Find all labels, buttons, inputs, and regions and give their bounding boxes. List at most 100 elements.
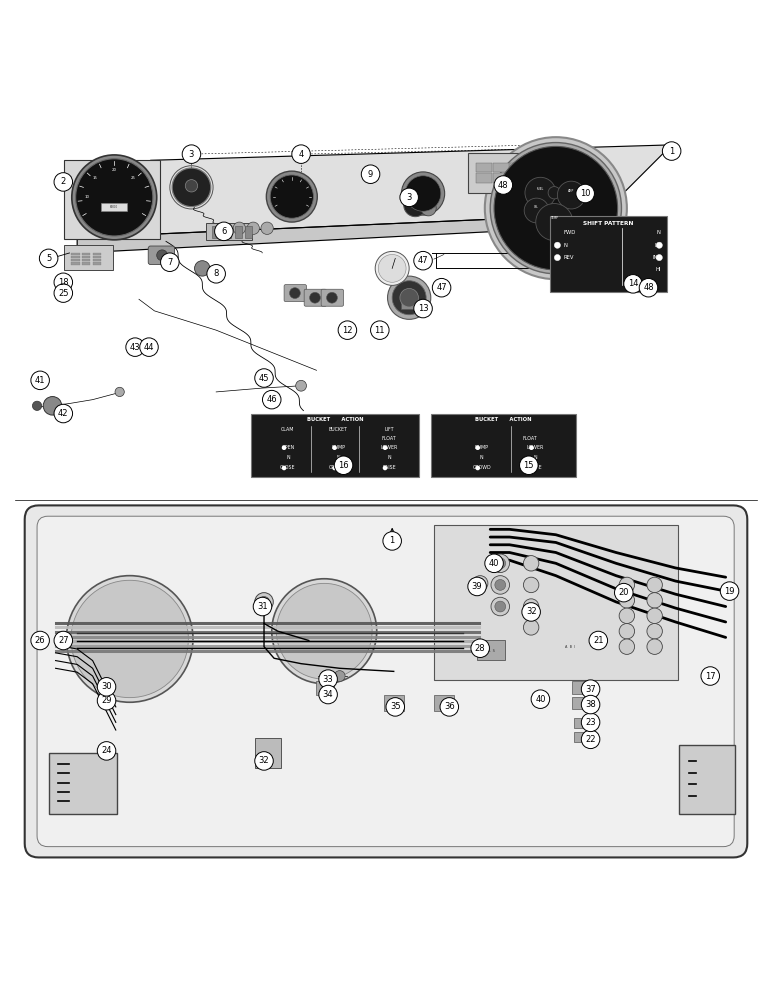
Text: 43: 43 <box>130 343 141 352</box>
Circle shape <box>319 670 337 688</box>
Circle shape <box>656 255 662 261</box>
Circle shape <box>619 624 635 639</box>
FancyBboxPatch shape <box>574 732 591 742</box>
Circle shape <box>414 299 432 318</box>
FancyBboxPatch shape <box>148 246 174 265</box>
Text: TEMP: TEMP <box>550 216 558 220</box>
Text: 10: 10 <box>85 195 90 199</box>
FancyBboxPatch shape <box>321 289 344 306</box>
Text: 20: 20 <box>618 588 629 597</box>
Circle shape <box>290 288 300 299</box>
Circle shape <box>485 137 627 279</box>
Circle shape <box>140 338 158 356</box>
Circle shape <box>54 284 73 302</box>
Text: 22: 22 <box>585 735 596 744</box>
Text: N: N <box>337 455 340 460</box>
Text: 34: 34 <box>323 690 334 699</box>
Text: 5: 5 <box>46 254 51 263</box>
Circle shape <box>185 180 198 192</box>
Circle shape <box>332 445 337 450</box>
Circle shape <box>490 143 621 274</box>
Circle shape <box>371 321 389 339</box>
Text: CLOSE: CLOSE <box>280 465 296 470</box>
Circle shape <box>476 466 480 470</box>
Text: BUCKET: BUCKET <box>329 427 348 432</box>
Circle shape <box>404 194 427 217</box>
Circle shape <box>437 281 446 290</box>
FancyBboxPatch shape <box>93 253 101 255</box>
Text: N: N <box>286 455 290 460</box>
Text: 48: 48 <box>643 283 654 292</box>
Circle shape <box>472 576 488 591</box>
FancyBboxPatch shape <box>71 253 80 255</box>
Circle shape <box>619 593 635 608</box>
FancyBboxPatch shape <box>527 163 543 172</box>
Text: 23: 23 <box>585 718 596 727</box>
Text: 7: 7 <box>168 258 172 267</box>
Circle shape <box>182 145 201 163</box>
Text: 44: 44 <box>144 343 154 352</box>
Circle shape <box>282 445 286 450</box>
Text: 14: 14 <box>628 279 638 288</box>
Circle shape <box>54 173 73 191</box>
Text: 48: 48 <box>498 181 509 190</box>
Circle shape <box>414 251 432 270</box>
Circle shape <box>296 380 306 391</box>
Circle shape <box>581 695 600 714</box>
Text: LOWER: LOWER <box>527 445 544 450</box>
Text: 10: 10 <box>580 189 591 198</box>
Circle shape <box>529 466 533 470</box>
Circle shape <box>334 456 353 475</box>
FancyBboxPatch shape <box>0 114 772 886</box>
Circle shape <box>266 171 317 222</box>
Circle shape <box>383 532 401 550</box>
Circle shape <box>554 242 560 248</box>
FancyBboxPatch shape <box>101 203 127 211</box>
FancyBboxPatch shape <box>384 695 404 711</box>
FancyBboxPatch shape <box>255 738 281 768</box>
Text: 25: 25 <box>131 176 136 180</box>
FancyBboxPatch shape <box>25 505 747 857</box>
FancyBboxPatch shape <box>64 245 113 270</box>
FancyBboxPatch shape <box>82 253 90 255</box>
FancyBboxPatch shape <box>93 259 101 261</box>
Text: 15: 15 <box>523 461 534 470</box>
Circle shape <box>647 593 662 608</box>
Circle shape <box>495 601 506 612</box>
Circle shape <box>701 667 720 685</box>
Circle shape <box>48 255 56 262</box>
Text: 9: 9 <box>368 170 373 179</box>
FancyBboxPatch shape <box>493 163 509 172</box>
Text: 25: 25 <box>58 289 69 298</box>
Circle shape <box>161 253 179 271</box>
FancyBboxPatch shape <box>434 525 678 680</box>
Text: N: N <box>657 230 661 235</box>
Text: 3: 3 <box>407 193 411 202</box>
Text: 17: 17 <box>705 672 716 681</box>
Circle shape <box>255 593 273 611</box>
Text: 26: 26 <box>35 636 46 645</box>
FancyBboxPatch shape <box>93 262 101 265</box>
Text: LO: LO <box>654 243 661 248</box>
Circle shape <box>619 577 635 593</box>
FancyBboxPatch shape <box>468 153 571 193</box>
Circle shape <box>32 401 42 410</box>
FancyBboxPatch shape <box>82 256 90 258</box>
Text: 12: 12 <box>342 326 353 335</box>
Text: N: N <box>387 455 391 460</box>
Text: 35: 35 <box>390 702 401 711</box>
Text: 33: 33 <box>323 675 334 684</box>
Circle shape <box>520 456 538 475</box>
Circle shape <box>282 466 286 470</box>
FancyBboxPatch shape <box>493 173 509 183</box>
Circle shape <box>66 576 193 702</box>
FancyBboxPatch shape <box>284 285 306 302</box>
Circle shape <box>554 255 560 261</box>
Circle shape <box>405 176 441 211</box>
Text: 3: 3 <box>189 150 194 159</box>
Circle shape <box>421 200 436 216</box>
Text: N: N <box>533 455 537 460</box>
Circle shape <box>523 620 539 635</box>
Circle shape <box>270 175 313 218</box>
Text: HI: HI <box>655 267 661 272</box>
